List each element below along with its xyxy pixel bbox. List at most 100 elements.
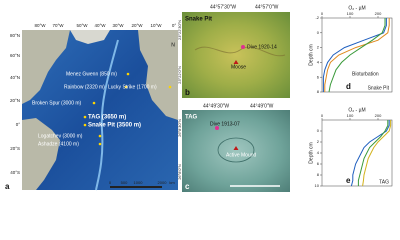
scale-label: 0 [109, 180, 112, 185]
profile-line [324, 18, 390, 92]
lon-label: 20°W [131, 23, 143, 28]
lat-label: 20°S [10, 146, 20, 151]
tag-map [182, 110, 290, 192]
lon-label: 44°57'0"W [255, 4, 279, 10]
lon-label: 30°W [112, 23, 124, 28]
x-tick-label: 100 [347, 11, 354, 16]
y-tick-label: 0 [317, 128, 320, 133]
profile-line [328, 18, 386, 93]
site-label: Ashadze (4100 m) [38, 141, 79, 147]
lat-label: 40°S [10, 170, 20, 175]
panel-title: TAG [185, 115, 198, 121]
scale-label: 1000 [134, 180, 144, 185]
site-marker [168, 85, 172, 89]
annotation: Bioturbation [352, 71, 379, 77]
site-label: Lucky Strike (1700 m) [108, 84, 157, 90]
lat-label: 80°N [10, 33, 20, 38]
axis-title: O₂ - µM [348, 5, 365, 11]
y-tick-label: 6 [317, 74, 320, 79]
site-marker [83, 123, 87, 127]
land-north-america [22, 30, 70, 104]
site-marker [124, 85, 128, 89]
x-tick-label: 200 [375, 11, 382, 16]
x-tick-label: 0 [321, 113, 324, 118]
site-label: Moose [231, 64, 246, 70]
panel-label: b [185, 88, 190, 97]
site-label: Menez Gwenn (850 m) [66, 71, 117, 77]
x-tick-label: 0 [321, 11, 324, 16]
lat-label: 0° [16, 122, 21, 127]
lat-label: 26°8'30"N [177, 119, 182, 137]
profile-line [350, 120, 390, 187]
site-marker [233, 146, 239, 150]
lat-label: 60°N [10, 53, 20, 58]
axis-title: O₂ - µM [348, 107, 365, 113]
dive-marker [215, 126, 219, 130]
plot-area [321, 17, 393, 93]
x-tick-label: 200 [375, 113, 382, 118]
site-label: Active Mound [226, 152, 257, 158]
dive-label: Dive 1920-14 [247, 44, 277, 50]
site-marker [126, 72, 130, 76]
dive-label: Dive 1913-07 [210, 121, 240, 127]
panel-label: a [5, 182, 10, 191]
plot-area [321, 119, 393, 187]
contour [194, 46, 286, 57]
scale-label: km [169, 180, 175, 185]
site-marker [98, 134, 102, 138]
scale-label: 2000 [158, 180, 168, 185]
scale-label: 500 [121, 180, 128, 185]
panel-title: Snake Pit [185, 17, 212, 23]
site-marker [92, 101, 96, 105]
y-axis-label: Depth cm [308, 142, 314, 163]
y-tick-label: 8 [317, 89, 320, 94]
lon-label: 70°W [52, 23, 64, 28]
y-tick-label: 2 [317, 139, 320, 144]
y-tick-label: 4 [317, 150, 320, 155]
lon-label: 80°W [34, 23, 46, 28]
lat-label: 23°22'0"N [177, 66, 182, 84]
panel-label: e [346, 176, 351, 185]
site-label: TAG [379, 179, 389, 185]
y-axis-label: Depth cm [308, 44, 314, 65]
site-label: TAG (3650 m) [88, 115, 126, 121]
y-tick-label: 0 [317, 30, 320, 35]
lat-label: 23°22'30"N [177, 20, 182, 40]
y-tick-label: 8 [317, 172, 320, 177]
lat-label: 40°N [10, 75, 20, 80]
snake-pit-map [182, 12, 290, 98]
site-marker [83, 115, 87, 119]
site-marker [98, 142, 102, 146]
dive-marker [241, 45, 245, 49]
ridge [95, 39, 119, 191]
land-greenland [70, 30, 110, 44]
lon-label: 0° [172, 23, 177, 28]
lon-label: 40°W [94, 23, 106, 28]
x-tick-label: 100 [347, 113, 354, 118]
site-label: Logatchev (3000 m) [38, 133, 83, 139]
lon-label: 44°49'0"W [250, 103, 274, 109]
profile-line [357, 120, 389, 186]
y-tick-label: 2 [317, 45, 320, 50]
y-tick-label: 6 [317, 161, 320, 166]
land-south-america [22, 118, 60, 190]
y-tick-label: 4 [317, 59, 320, 64]
lon-label: 10°W [150, 23, 162, 28]
site-label: Rainbow (2320 m) [64, 84, 105, 90]
panel-label: c [185, 182, 190, 191]
north-arrow: N [171, 42, 175, 48]
lon-label: 50°W [76, 23, 88, 28]
figure: a N Snake Pit Dive 1920-14 Moose 44°57'3… [5, 4, 393, 192]
lat-label: 26°8'0"N [177, 164, 182, 180]
y-tick-label: 10 [315, 183, 320, 188]
scale-bar [110, 186, 162, 188]
panel-label: d [346, 82, 351, 91]
site-label: Broken Spur (3000 m) [32, 100, 82, 106]
site-marker [233, 60, 239, 64]
mound [217, 137, 255, 163]
land-europe-africa [138, 30, 178, 120]
lon-label: 44°49'30"W [203, 103, 229, 109]
site-label: Snake Pit [368, 85, 390, 91]
y-tick-label: -2 [315, 15, 319, 20]
site-label: Snake Pit (3500 m) [88, 123, 141, 129]
